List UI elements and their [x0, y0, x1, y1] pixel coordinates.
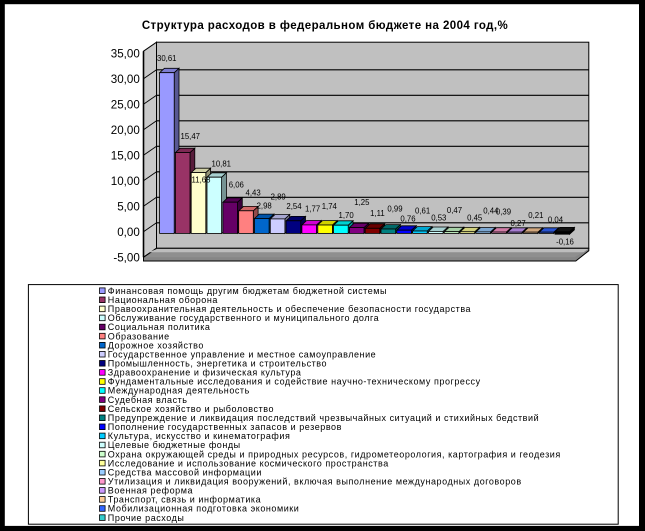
svg-text:0,47: 0,47 [447, 206, 462, 215]
svg-text:10,81: 10,81 [212, 160, 232, 169]
svg-text:Финансовая помощь другим бюдже: Финансовая помощь другим бюджетам бюджет… [108, 286, 387, 296]
svg-text:Военная реформа: Военная реформа [108, 486, 193, 496]
svg-text:-0,16: -0,16 [556, 238, 574, 247]
svg-text:Прочие расходы: Прочие расходы [108, 513, 185, 523]
svg-text:5,00: 5,00 [117, 200, 140, 213]
svg-text:Охрана окружающей среды и прир: Охрана окружающей среды и природных ресу… [108, 449, 561, 459]
svg-text:15,00: 15,00 [111, 149, 140, 162]
svg-text:Культура, искусство и кинемато: Культура, искусство и кинематография [108, 431, 291, 441]
svg-text:Сельское хозяйство и рыболовст: Сельское хозяйство и рыболовство [108, 404, 274, 414]
svg-text:Обслуживание государственного: Обслуживание государственного и муниципа… [108, 313, 379, 323]
svg-text:0,39: 0,39 [496, 208, 511, 217]
svg-text:Здравоохранение и физическая к: Здравоохранение и физическая культура [108, 368, 302, 378]
svg-text:10,00: 10,00 [111, 175, 140, 188]
svg-text:Судебная власть: Судебная власть [108, 395, 188, 405]
svg-text:Мобилизационная подготовка эко: Мобилизационная подготовка экономики [108, 504, 300, 514]
svg-text:2,98: 2,98 [257, 202, 272, 211]
svg-text:30,00: 30,00 [111, 73, 140, 86]
svg-text:-5,00: -5,00 [113, 251, 139, 264]
svg-text:15,47: 15,47 [181, 132, 201, 141]
svg-text:Государственное управление и м: Государственное управление и местное сам… [108, 349, 376, 359]
svg-text:0,45: 0,45 [467, 214, 483, 223]
svg-text:Образование: Образование [108, 331, 170, 341]
svg-text:Предупреждение и ликвидация по: Предупреждение и ликвидация последствий … [108, 413, 539, 423]
svg-text:1,70: 1,70 [339, 211, 355, 220]
svg-text:0,61: 0,61 [415, 206, 430, 215]
svg-text:Национальная оборона: Национальная оборона [108, 295, 218, 305]
svg-text:Целевые бюджетные фонды: Целевые бюджетные фонды [108, 440, 241, 450]
svg-text:Дорожное хозяйство: Дорожное хозяйство [108, 340, 204, 350]
svg-text:Транспорт, связь и информатика: Транспорт, связь и информатика [108, 495, 261, 505]
svg-text:25,00: 25,00 [111, 98, 140, 111]
svg-text:2,89: 2,89 [271, 193, 286, 202]
svg-text:Фундаментальные исследования и: Фундаментальные исследования и содействи… [108, 377, 481, 387]
svg-text:20,00: 20,00 [111, 124, 140, 137]
svg-text:1,25: 1,25 [354, 198, 370, 207]
svg-text:Средства массовой информации: Средства массовой информации [108, 467, 262, 477]
svg-text:11,68: 11,68 [192, 175, 211, 184]
svg-text:Утилизация и ликвидация вооруж: Утилизация и ликвидация вооружений, вклю… [108, 477, 522, 487]
svg-text:Социальная политика: Социальная политика [108, 322, 211, 332]
svg-text:0,00: 0,00 [117, 226, 140, 239]
svg-text:4,43: 4,43 [246, 189, 261, 198]
svg-text:35,00: 35,00 [111, 47, 140, 60]
svg-text:6,06: 6,06 [229, 181, 244, 190]
svg-text:Международная деятельность: Международная деятельность [108, 386, 250, 396]
svg-text:0,04: 0,04 [548, 215, 564, 224]
svg-text:1,11: 1,11 [370, 209, 385, 218]
svg-text:0,99: 0,99 [387, 205, 402, 214]
svg-text:30,61: 30,61 [157, 54, 177, 63]
svg-text:1,74: 1,74 [322, 202, 338, 211]
svg-text:Пополнение государственных зап: Пополнение государственных запасов и рез… [108, 422, 342, 432]
svg-text:0,53: 0,53 [431, 213, 446, 222]
svg-text:Структура расходов в федеральн: Структура расходов в федеральном бюджете… [142, 20, 508, 32]
svg-text:Исследование и использование к: Исследование и использование космическог… [108, 458, 389, 468]
svg-text:0,44: 0,44 [483, 206, 499, 215]
svg-text:Промышленность, энергетика и с: Промышленность, энергетика и строительст… [108, 359, 327, 369]
svg-text:0,76: 0,76 [400, 215, 415, 224]
svg-text:Правоохранительная деятельност: Правоохранительная деятельность и обеспе… [108, 304, 471, 314]
svg-text:0,21: 0,21 [528, 211, 543, 220]
svg-text:2,54: 2,54 [286, 202, 302, 211]
svg-text:1,77: 1,77 [305, 205, 320, 214]
svg-text:0,27: 0,27 [511, 219, 526, 228]
